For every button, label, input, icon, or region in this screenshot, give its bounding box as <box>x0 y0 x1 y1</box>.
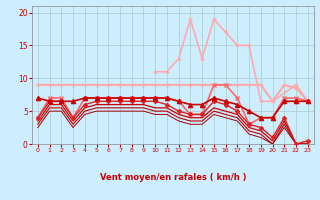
X-axis label: Vent moyen/en rafales ( km/h ): Vent moyen/en rafales ( km/h ) <box>100 173 246 182</box>
